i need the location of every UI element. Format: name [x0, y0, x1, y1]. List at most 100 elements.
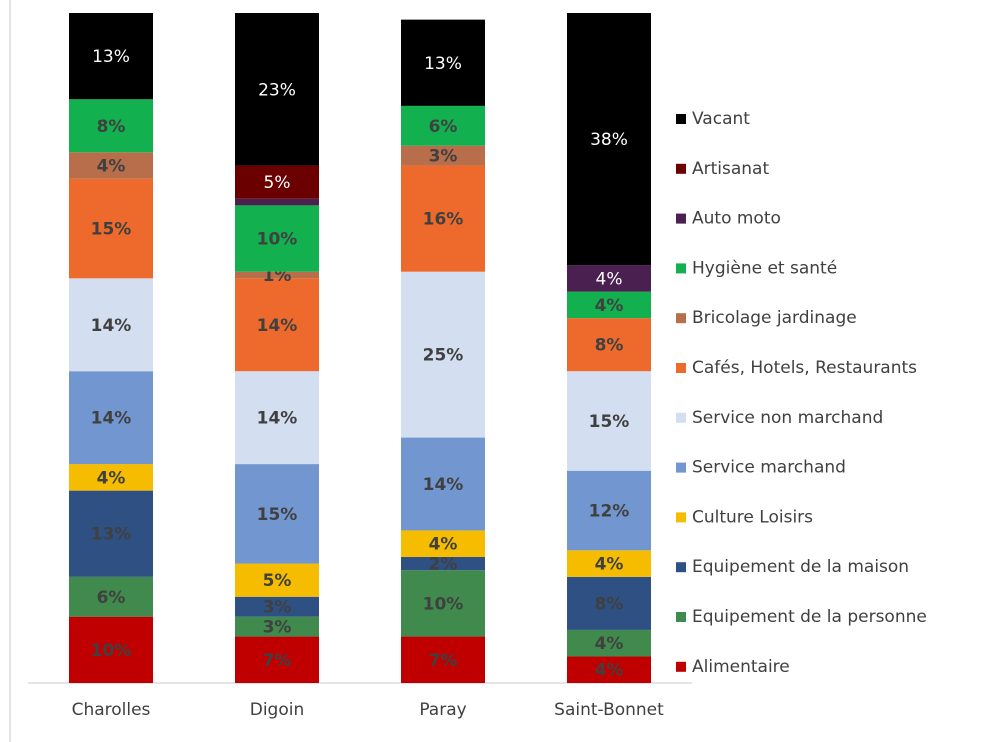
- data-label: 3%: [263, 598, 292, 618]
- data-label: 15%: [257, 505, 298, 525]
- legend-label: Equipement de la personne: [692, 607, 927, 627]
- legend-label: Service marchand: [692, 458, 846, 478]
- bar-segment: [69, 464, 153, 491]
- bar-segment: [69, 490, 153, 577]
- data-label: 38%: [590, 130, 628, 150]
- bar-segment: [69, 278, 153, 372]
- bar-segment: [567, 371, 651, 471]
- legend-swatch: [676, 114, 686, 124]
- data-label: 3%: [263, 618, 292, 638]
- legend-swatch: [676, 562, 686, 573]
- bar-segment: [401, 165, 485, 272]
- data-label: 14%: [257, 316, 298, 336]
- bar-segment: [235, 198, 319, 206]
- bar-segment: [401, 636, 485, 683]
- bar-segment: [401, 437, 485, 531]
- bar-segment: [235, 563, 319, 597]
- data-label: 4%: [97, 157, 126, 177]
- data-label: 14%: [257, 409, 298, 429]
- bar-segment: [567, 470, 651, 551]
- data-label: 4%: [596, 269, 623, 289]
- legend-label: Artisanat: [692, 159, 769, 179]
- data-label: 14%: [91, 316, 132, 336]
- data-label: 13%: [424, 54, 462, 74]
- bar-segment: [567, 576, 651, 630]
- data-label: 4%: [97, 468, 126, 488]
- legend-swatch: [676, 661, 686, 672]
- data-label: 25%: [423, 346, 464, 366]
- bar-segment: [567, 318, 651, 372]
- legend-label: Cafés, Hotels, Restaurants: [692, 358, 917, 378]
- data-label: 8%: [97, 117, 126, 137]
- bar-segment: [235, 278, 319, 372]
- bar-segment: [235, 616, 319, 637]
- bar-segment: [235, 636, 319, 683]
- bar-segment: [69, 616, 153, 683]
- legend-swatch: [676, 412, 686, 423]
- bar-segment: [401, 556, 485, 571]
- data-label: 16%: [423, 210, 464, 230]
- data-label: 8%: [595, 594, 624, 614]
- legend-label: Alimentaire: [692, 657, 790, 677]
- legend-label: Hygiène et santé: [692, 258, 837, 278]
- bar-segment: [567, 629, 651, 657]
- data-label: 7%: [429, 651, 458, 671]
- legend-swatch: [676, 213, 686, 224]
- bar-segment: [567, 550, 651, 577]
- data-label: 13%: [91, 525, 132, 545]
- legend-swatch: [676, 512, 686, 523]
- bar-segment: [401, 145, 485, 166]
- bar-segment: [567, 291, 651, 319]
- data-label: 4%: [595, 555, 624, 575]
- legend-label: Bricolage jardinage: [692, 308, 857, 328]
- data-label: 4%: [429, 535, 458, 555]
- bar-segment: [235, 371, 319, 465]
- bar-segment: [235, 596, 319, 617]
- data-label: 15%: [589, 412, 630, 432]
- legend-swatch: [676, 612, 686, 622]
- data-label: 10%: [91, 641, 132, 661]
- data-label: 23%: [258, 80, 296, 100]
- bar-segment: [567, 13, 651, 266]
- bar-segment: [69, 371, 153, 465]
- legend-swatch: [676, 263, 686, 274]
- bar-segment: [235, 13, 319, 166]
- legend-label: Equipement de la maison: [692, 557, 909, 577]
- legend-label: Culture Loisirs: [692, 507, 813, 527]
- bar-segment: [401, 570, 485, 637]
- data-label: 3%: [429, 147, 458, 167]
- data-label: 7%: [263, 651, 292, 671]
- bar-segment: [69, 152, 153, 179]
- bar-segment: [69, 99, 153, 153]
- x-tick-label: Paray: [419, 700, 466, 720]
- legend-swatch: [676, 363, 686, 373]
- bar-segment: [401, 19, 485, 106]
- data-label: 14%: [423, 475, 464, 495]
- data-label: 4%: [595, 661, 624, 681]
- bar-segment: [235, 271, 319, 279]
- bar-segment: [235, 165, 319, 199]
- bar-segment: [401, 530, 485, 557]
- bar-segment: [401, 271, 485, 438]
- bar-segment: [69, 13, 153, 100]
- bar-segment: [235, 205, 319, 272]
- data-label: 5%: [264, 173, 291, 193]
- data-label: 12%: [589, 502, 630, 522]
- data-label: 6%: [429, 117, 458, 137]
- bar-segment: [567, 656, 651, 683]
- data-label: 4%: [595, 634, 624, 654]
- data-label: 2%: [429, 555, 458, 575]
- legend-swatch: [676, 462, 686, 473]
- x-tick-label: Saint-Bonnet: [554, 700, 664, 720]
- data-label: 13%: [92, 47, 130, 67]
- legend-label: Vacant: [692, 109, 750, 129]
- x-tick-label: Digoin: [250, 700, 305, 720]
- x-tick-label: Charolles: [72, 700, 151, 720]
- data-label: 8%: [595, 336, 624, 356]
- data-label: 10%: [423, 594, 464, 614]
- legend-label: Auto moto: [692, 209, 781, 229]
- data-label: 6%: [97, 588, 126, 608]
- bar-segment: [69, 178, 153, 279]
- data-label: 15%: [91, 220, 132, 240]
